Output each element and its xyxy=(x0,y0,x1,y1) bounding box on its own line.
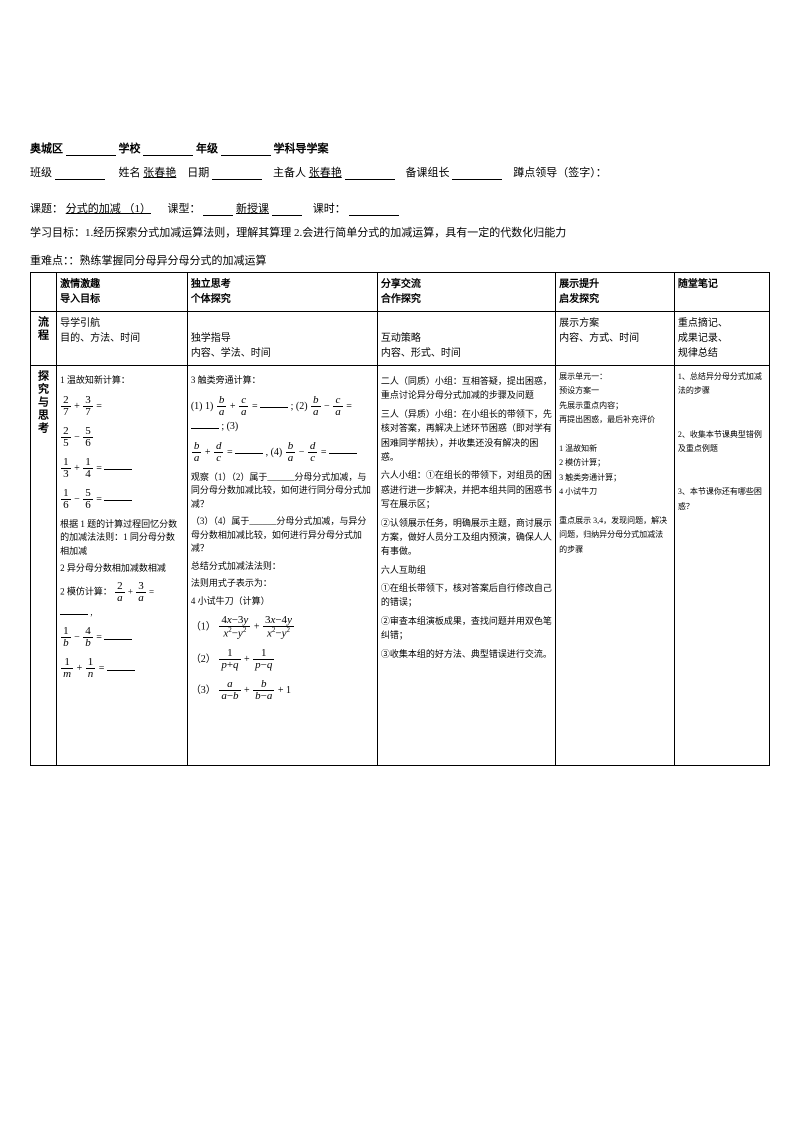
topic-label: 课题： xyxy=(30,203,63,215)
goal-value: 1.经历探索分式加减运算法则，理解其算理 2.会进行简单分式的加减运算，具有一定… xyxy=(85,227,566,239)
blank-school[interactable] xyxy=(66,144,116,156)
cell-process-4: 展示方案 内容、方式、时间 xyxy=(556,312,675,366)
hdr-1: 激情激趣导入目标 xyxy=(57,273,188,312)
name-label: 姓名 xyxy=(119,167,141,179)
formula-c1: (1) 1) ba + ca = ; (2) ba − ca = ; (3) xyxy=(191,394,374,434)
cell-main-e: 展示单元一： 预设方案一 先展示重点内容； 再提出困惑，最后补充评价 1 温故知… xyxy=(556,366,675,766)
hdr-3: 分享交流合作探究 xyxy=(377,273,555,312)
grade-label: 年级 xyxy=(196,143,218,155)
district-label: 奥城区 xyxy=(30,143,63,155)
formula-c2: ba + dc = , (4) ba − dc = xyxy=(191,440,374,465)
cell-process-1: 导学引航 目的、方法、时间 xyxy=(57,312,188,366)
cell-main-b: 1 温故知新计算： 27 + 37 = 25 − 56 13 + 14 = 16… xyxy=(57,366,188,766)
host-value: 张春艳 xyxy=(309,167,342,179)
group-leader-label: 备课组长 xyxy=(406,167,450,179)
type-value: 新授课 xyxy=(236,203,269,215)
side-process: 流程 xyxy=(31,312,57,366)
formula-4: 16 − 56 = xyxy=(60,487,184,512)
formula-3: 13 + 14 = xyxy=(60,456,184,481)
cell-process-2: 独学指导 内容、学法、时间 xyxy=(187,312,377,366)
corner-blank xyxy=(31,273,57,312)
blank-period[interactable] xyxy=(349,204,399,216)
blank-class[interactable] xyxy=(55,168,105,180)
difficulty-value: 熟练掌握同分母异分母分式的加减运算 xyxy=(80,255,267,267)
school-label: 学校 xyxy=(119,143,141,155)
hdr-4: 展示提升启发探究 xyxy=(556,273,675,312)
formula-6: 1m + 1n = xyxy=(60,656,184,681)
goal-label: 学习目标： xyxy=(30,227,85,239)
hdr-2: 独立思考个体探究 xyxy=(187,273,377,312)
blank-type-pre xyxy=(203,204,233,216)
formula-c4: （2） 1p+q + 1p−q xyxy=(191,647,374,672)
cell-main-f: 1、总结异分母分式加减法的步骤 2、收集本节课典型错例及重点例题 3、本节课你还… xyxy=(674,366,769,766)
squat-leader-label: 蹲点领导（签字）： xyxy=(513,167,607,179)
formula-c3: （1） 4x−3yx2−y2 + 3x−4yx2−y2 xyxy=(191,614,374,641)
blank-subject[interactable] xyxy=(221,144,271,156)
lesson-table: 激情激趣导入目标 独立思考个体探究 分享交流合作探究 展示提升启发探究 随堂笔记… xyxy=(30,272,770,766)
formula-c5: （3） aa−b + bb−a + 1 xyxy=(191,678,374,703)
blank-type-post xyxy=(272,204,302,216)
class-label: 班级 xyxy=(30,167,52,179)
date-label: 日期 xyxy=(187,167,209,179)
subject-label: 学科导学案 xyxy=(274,143,329,155)
blank-date[interactable] xyxy=(212,168,262,180)
topic-value: 分式的加减 （1） xyxy=(66,203,151,215)
cell-main-c: 3 触类旁通计算： (1) 1) ba + ca = ; (2) ba − ca… xyxy=(187,366,377,766)
blank-grade[interactable] xyxy=(143,144,193,156)
cell-main-d: 二人（同质）小组：互相答疑，提出困惑，重点讨论异分母分式加减的步骤及问题 三人（… xyxy=(377,366,555,766)
formula-5: 1b − 4b = xyxy=(60,625,184,650)
cell-process-5: 重点摘记、 成果记录、 规律总结 xyxy=(674,312,769,366)
period-label: 课时： xyxy=(313,203,346,215)
cell-process-3: 互动策略 内容、形式、时间 xyxy=(377,312,555,366)
formula-1: 27 + 37 = xyxy=(60,394,184,419)
formula-2: 25 − 56 xyxy=(60,425,184,450)
blank-host[interactable] xyxy=(345,168,395,180)
difficulty-label: 重难点：： xyxy=(30,255,80,267)
hdr-5: 随堂笔记 xyxy=(674,273,769,312)
side-explore: 探究与思考 xyxy=(31,366,57,766)
name-value: 张春艳 xyxy=(143,167,176,179)
host-label: 主备人 xyxy=(273,167,306,179)
type-label: 课型： xyxy=(168,203,201,215)
blank-leader[interactable] xyxy=(452,168,502,180)
